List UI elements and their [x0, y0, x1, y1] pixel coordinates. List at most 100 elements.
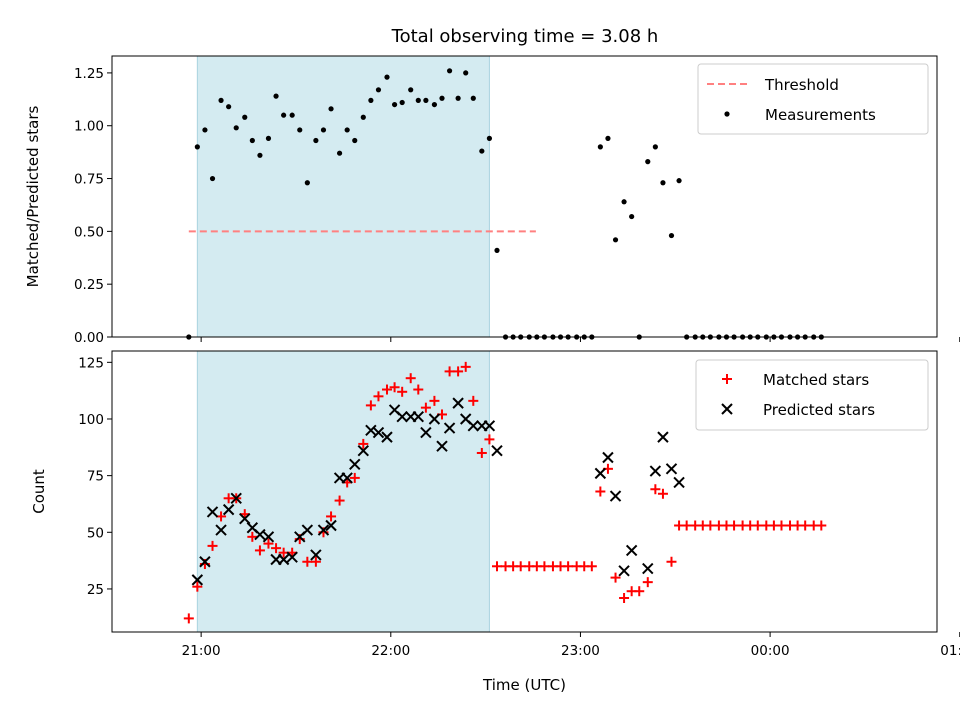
y-tick-label: 25 [87, 582, 104, 598]
predicted-marker-stroke-b [357, 445, 370, 457]
measurement-point [273, 93, 279, 99]
measurement-point [486, 135, 493, 141]
measurement-point [391, 101, 398, 108]
measurement-point [304, 180, 310, 186]
matched-star-marker [326, 511, 337, 522]
matched-star-marker [595, 486, 606, 497]
predicted-marker-stroke-b [325, 519, 337, 532]
matched-star-marker [365, 400, 376, 411]
predicted-marker-stroke-b [239, 512, 251, 525]
measurement-point [265, 135, 272, 141]
matched-star-marker [247, 531, 258, 542]
predicted-marker-stroke-b [254, 528, 266, 541]
observing-window-shade [196, 351, 490, 632]
legend-predicted-swatch-b [721, 403, 733, 415]
predicted-star-marker [372, 426, 385, 439]
matched-star-marker [610, 572, 621, 583]
y-tick-label: 1.00 [74, 119, 104, 135]
time-x-axis-label: Time (UTC) [482, 676, 566, 694]
predicted-marker-stroke-b [230, 492, 242, 505]
measurement-point [194, 144, 200, 150]
predicted-marker-stroke-b [372, 426, 385, 439]
predicted-star-marker [191, 574, 204, 586]
matched-star-marker [460, 361, 471, 372]
legend-box [695, 359, 929, 431]
predicted-star-marker [301, 524, 314, 536]
measurement-point [668, 232, 675, 239]
predicted-marker-stroke-b [341, 472, 353, 484]
ratio-y-axis-label: Matched/Predicted stars [24, 106, 42, 288]
matched-star-marker [657, 488, 668, 499]
measurement-point [375, 87, 382, 93]
measurement-point [320, 127, 327, 133]
predicted-star-marker [239, 512, 251, 525]
measurement-point [297, 127, 303, 133]
matched-star-marker [349, 472, 360, 483]
measurement-point [289, 112, 295, 118]
predicted-star-marker [222, 503, 235, 516]
measurement-point [676, 178, 682, 184]
matched-star-marker [666, 556, 677, 567]
matched-star-marker [382, 384, 392, 395]
measurement-point [368, 97, 374, 103]
matched-star-marker [776, 520, 787, 531]
predicted-marker-stroke-b [412, 411, 425, 423]
predicted-marker-stroke-b [602, 451, 614, 464]
measurement-point [408, 87, 414, 93]
predicted-marker-stroke-b [191, 574, 204, 586]
legend-box [697, 63, 929, 135]
predicted-marker-stroke-b [215, 524, 227, 536]
predicted-star-marker [618, 565, 630, 577]
matched-star-marker [413, 384, 424, 395]
predicted-marker-stroke-b [199, 556, 211, 568]
measurement-point [605, 135, 611, 141]
predicted-star-marker [215, 524, 227, 536]
predicted-star-marker [642, 562, 654, 575]
predicted-marker-stroke-b [206, 506, 219, 518]
matched-star-marker [310, 556, 321, 567]
measurement-point [431, 101, 438, 108]
predicted-star-marker [262, 531, 275, 543]
matched-star-marker [389, 382, 400, 393]
legend-predicted-label: Predicted stars [763, 401, 875, 419]
predicted-marker-stroke-b [673, 476, 685, 489]
matched-star-marker [476, 447, 487, 458]
predicted-marker-stroke-b [452, 397, 464, 409]
ratio-y-ticks: 0.00 0.25 0.50 0.75 1.00 1.25 [74, 66, 112, 346]
predicted-marker-stroke-b [277, 553, 290, 566]
measurement-point [328, 106, 334, 112]
measurement-point [202, 127, 208, 133]
measurement-point [249, 137, 255, 144]
measurement-point [439, 95, 445, 101]
measurement-point [242, 114, 248, 120]
x-tick-label: 21:00 [182, 643, 221, 659]
predicted-marker-stroke-b [428, 413, 441, 425]
matched-star-marker [468, 395, 479, 406]
predicted-star-marker [310, 549, 322, 561]
matched-star-marker [515, 561, 526, 572]
x-tick-label: 23:00 [561, 643, 600, 659]
matched-star-marker [681, 520, 692, 531]
x-tick-label: 22:00 [371, 643, 410, 659]
y-tick-label: 100 [78, 412, 104, 428]
matched-star-marker [207, 540, 218, 551]
predicted-star-marker [443, 422, 456, 434]
predicted-star-marker [254, 528, 266, 541]
measurement-point [479, 148, 485, 154]
predicted-star-marker [381, 431, 393, 443]
observing-window-region [197, 351, 490, 632]
predicted-marker-stroke-b [609, 490, 622, 502]
predicted-star-marker [230, 492, 242, 505]
predicted-marker-stroke-b [618, 565, 630, 577]
legend-matched-label: Matched stars [763, 371, 869, 389]
predicted-marker-stroke-b [467, 420, 480, 432]
measurement-point [455, 95, 461, 101]
matched-star-marker [373, 391, 384, 402]
predicted-marker-stroke-b [246, 522, 259, 534]
matched-star-marker [453, 366, 464, 377]
predicted-marker-stroke-b [443, 422, 456, 434]
predicted-marker-stroke-b [310, 549, 322, 561]
predicted-star-marker [325, 519, 337, 532]
matched-star-marker [271, 543, 282, 554]
predicted-marker-stroke-b [665, 463, 678, 475]
